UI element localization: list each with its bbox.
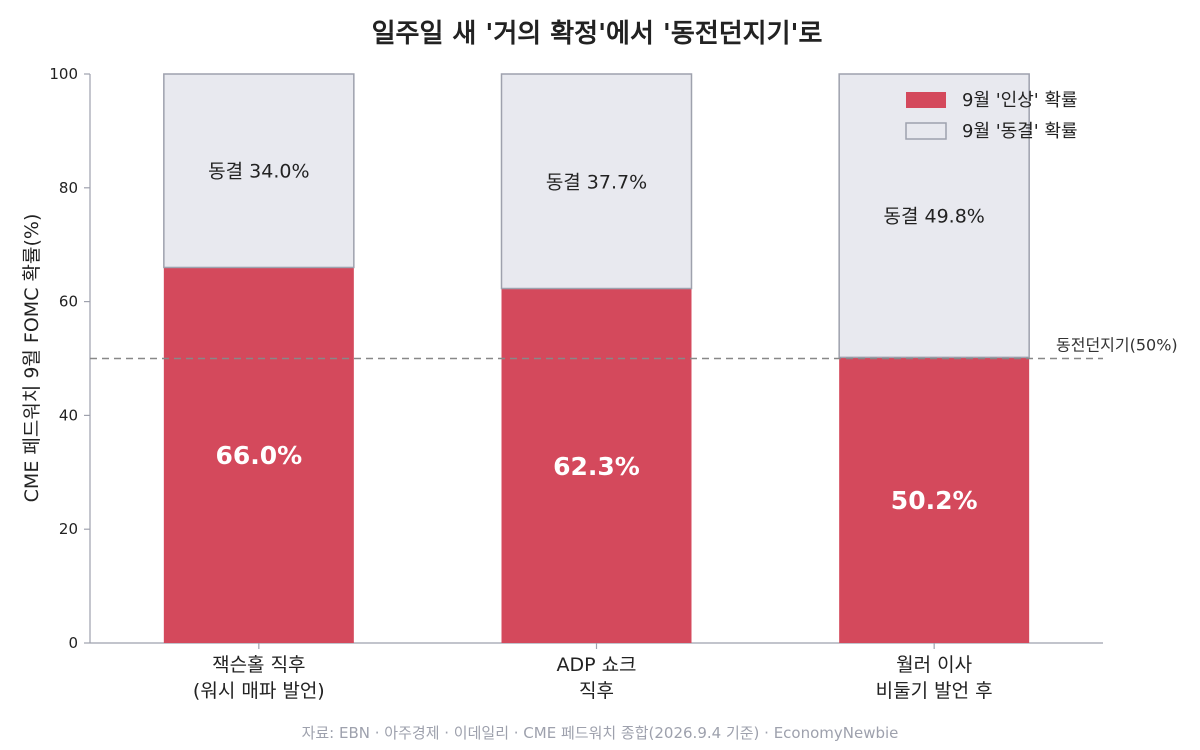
x-tick-label: ADP 쇼크 bbox=[556, 654, 636, 676]
data-label-hold-2: 동결 37.7% bbox=[546, 171, 647, 193]
x-tick-label: 비둘기 발언 후 bbox=[876, 680, 993, 702]
legend-swatch-hold bbox=[905, 122, 947, 140]
data-label-hold-1: 동결 34.0% bbox=[208, 161, 309, 183]
bar-hold-2 bbox=[500, 73, 693, 290]
bar-hold-1 bbox=[163, 73, 355, 269]
data-label-hike-1: 66.0% bbox=[215, 441, 302, 470]
plot-area: 0 20 40 60 80 100 66.0% 동결 34.0% 잭슨홀 직후 (워시 매파 발언… bbox=[49, 65, 1177, 702]
legend-label-hike: 9월 '인상' 확률 bbox=[962, 90, 1078, 111]
chart-title: 일주일 새 '거의 확정'에서 '동전던지기'로 bbox=[372, 19, 823, 49]
y-tick-label: 80 bbox=[59, 179, 78, 197]
x-tick-label: (워시 매파 발언) bbox=[193, 680, 325, 702]
x-tick-label: 잭슨홀 직후 bbox=[212, 654, 305, 676]
y-tick-label: 100 bbox=[49, 65, 78, 83]
y-tick-label: 40 bbox=[59, 406, 78, 424]
bar-hike-3 bbox=[839, 357, 1030, 643]
data-label-hold-3: 동결 49.8% bbox=[883, 206, 984, 228]
reference-line-label: 동전던지기(50%) bbox=[1056, 336, 1178, 355]
data-label-hike-3: 50.2% bbox=[891, 486, 978, 515]
y-tick-label: 60 bbox=[59, 293, 78, 311]
bar-hold-3 bbox=[838, 73, 1030, 359]
legend-label-hold: 9월 '동결' 확률 bbox=[962, 121, 1078, 142]
legend-swatch-hike bbox=[906, 92, 946, 108]
source-note: 자료: EBN · 아주경제 · 이데일리 · CME 페드워치 종합(2026… bbox=[302, 724, 899, 742]
bar-hike-2 bbox=[501, 288, 692, 643]
y-tick-label: 0 bbox=[68, 634, 78, 652]
bar-hike-1 bbox=[163, 267, 354, 643]
x-tick-label: 월러 이사 bbox=[896, 654, 972, 676]
y-axis-label: CME 페드워치 9월 FOMC 확률(%) bbox=[21, 214, 43, 503]
x-tick-label: 직후 bbox=[579, 680, 614, 702]
data-label-hike-2: 62.3% bbox=[553, 452, 640, 481]
y-tick-label: 20 bbox=[59, 520, 78, 538]
